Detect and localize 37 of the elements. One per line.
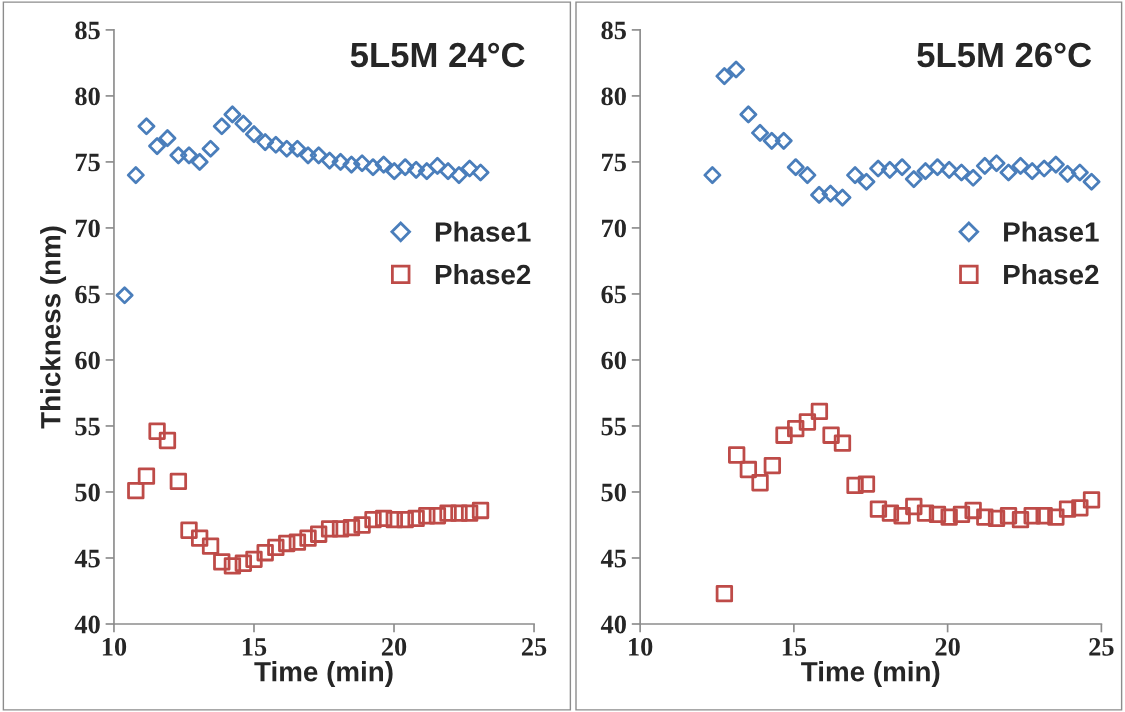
y-tick-label: 55 (75, 417, 100, 436)
y-axis-title: Thickness (nm) (40, 226, 67, 429)
x-tick-label: 15 (242, 638, 267, 656)
legend-label: Phase1 (1004, 221, 1099, 242)
x-axis-title: Time (min) (254, 661, 393, 688)
y-tick-label: 70 (602, 219, 626, 238)
x-tick-label: 10 (629, 637, 653, 656)
y-tick-label: 85 (75, 21, 100, 40)
legend-label: Phase2 (435, 263, 531, 285)
y-tick-label: 60 (75, 351, 100, 370)
x-axis-title: Time (min) (801, 661, 940, 688)
y-tick-label: 50 (75, 483, 100, 502)
y-tick-label: 45 (74, 549, 100, 568)
chart-title: 5L5M 24°C (350, 42, 525, 68)
legend-label: Phase1 (435, 221, 531, 242)
x-tick-label: 25 (521, 638, 547, 656)
y-tick-label: 65 (601, 285, 626, 304)
y-tick-label: 70 (75, 219, 100, 238)
y-tick-label: 85 (601, 21, 626, 40)
y-tick-label: 40 (600, 615, 626, 634)
chart-title: 5L5M 26°C (917, 42, 1092, 68)
x-tick-label: 10 (102, 637, 127, 656)
x-tick-label: 15 (782, 638, 807, 656)
x-tick-label: 25 (1089, 638, 1114, 656)
y-tick-label: 80 (75, 87, 100, 106)
y-tick-label: 65 (75, 285, 100, 304)
y-tick-label: 80 (601, 87, 626, 106)
y-tick-label: 55 (601, 417, 626, 436)
y-tick-label: 40 (74, 615, 100, 634)
y-tick-label: 50 (601, 483, 626, 502)
y-tick-label: 75 (602, 153, 626, 172)
y-tick-label: 45 (600, 549, 626, 568)
legend-label: Phase2 (1004, 263, 1099, 285)
y-tick-label: 60 (601, 351, 626, 370)
x-tick-label: 20 (935, 637, 960, 656)
y-tick-label: 75 (75, 153, 100, 172)
x-tick-label: 20 (381, 637, 407, 656)
